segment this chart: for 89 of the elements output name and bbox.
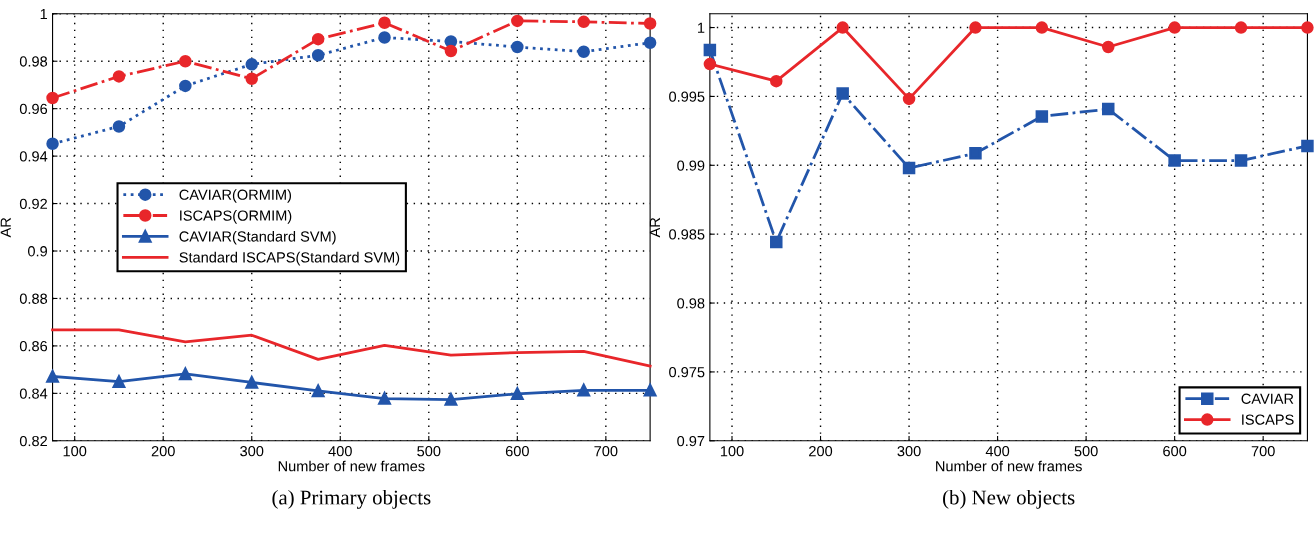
point [311, 49, 325, 62]
point [1035, 21, 1049, 34]
point [703, 43, 717, 57]
point [969, 21, 982, 34]
point [378, 16, 391, 30]
point [703, 57, 717, 71]
text: (b) New objects [943, 489, 1075, 509]
y-tick-label: 0.995 [669, 91, 705, 102]
x-axis-title: Number of new frames [278, 460, 425, 472]
x-tick-label: 600 [1163, 446, 1187, 457]
y-tick-label: 0.96 [19, 103, 48, 115]
x-tick-label: 500 [1074, 446, 1098, 457]
legend-label: ISCAPS(ORMIM) [180, 210, 292, 224]
y-tick-label: 1 [698, 22, 705, 33]
point [511, 14, 524, 28]
x-tick-label: 700 [594, 446, 618, 457]
point [902, 92, 916, 106]
x-tick-label: 100 [720, 446, 744, 457]
x-tick-label: 300 [240, 446, 264, 457]
y-tick-label: 0.92 [19, 198, 47, 209]
y-tick-label: 0.94 [19, 151, 48, 162]
point [577, 45, 590, 58]
point [112, 120, 126, 133]
y-tick-label: 0.86 [19, 341, 48, 352]
point [1234, 154, 1248, 167]
y-tick-label: 0.84 [19, 388, 48, 399]
x-tick-label: 400 [985, 446, 1010, 457]
point [643, 36, 657, 49]
y-tick-label: 0.975 [669, 367, 705, 378]
x-tick-label: 400 [328, 446, 352, 457]
point [112, 375, 126, 388]
x-tick-label: 600 [505, 446, 529, 457]
x-axis-title: Number of new frames [936, 460, 1082, 472]
y-axis-title: AR [649, 217, 660, 238]
point [444, 44, 458, 58]
x-tick-label: 200 [809, 446, 833, 457]
x-tick-label: 100 [63, 446, 87, 457]
point [969, 147, 982, 160]
legend-label: ISCAPS [1242, 414, 1294, 425]
y-tick-label: 1 [40, 9, 47, 20]
point [46, 137, 59, 151]
point [1101, 102, 1115, 116]
x-tick-label: 500 [417, 446, 441, 457]
x-tick-label: 300 [897, 446, 921, 457]
point [902, 161, 916, 175]
point [1301, 21, 1314, 34]
point [1301, 139, 1314, 153]
point [836, 21, 849, 34]
legend-label: Standard ISCAPS(Standard SVM) [179, 251, 400, 266]
point [511, 40, 524, 54]
point [770, 74, 783, 88]
y-tick-label: 0.985 [669, 229, 705, 240]
line-series [51, 328, 652, 368]
y-tick-label: 0.99 [677, 160, 705, 171]
point [179, 54, 192, 68]
point [179, 367, 192, 381]
y-tick-label: 0.98 [677, 298, 705, 309]
y-tick-label: 0.82 [19, 435, 47, 447]
point [643, 17, 657, 30]
point [112, 70, 126, 83]
point [770, 235, 783, 249]
point [1168, 21, 1181, 34]
point [311, 32, 325, 46]
point [511, 387, 524, 401]
point [245, 58, 258, 71]
y-axis-title: AR [0, 217, 11, 238]
legend-label: CAVIAR [1241, 393, 1294, 404]
legend-label: CAVIAR(Standard SVM) [179, 230, 336, 245]
point [643, 384, 657, 397]
point [378, 31, 391, 44]
y-tick-label: 0.97 [677, 435, 705, 447]
point [1101, 40, 1115, 54]
y-tick-label: 0.88 [19, 293, 48, 304]
point [1035, 110, 1049, 123]
point [311, 384, 325, 398]
point [444, 393, 458, 406]
y-tick-label: 0.9 [28, 246, 48, 257]
point [245, 72, 258, 86]
point [836, 87, 849, 100]
legend-label: CAVIAR(ORMIM) [179, 189, 292, 203]
y-tick-label: 0.98 [19, 56, 48, 67]
x-tick-label: 200 [151, 446, 175, 457]
point [46, 91, 59, 105]
point [577, 15, 590, 29]
x-tick-label: 700 [1251, 446, 1275, 457]
point [1168, 154, 1181, 167]
point [179, 79, 192, 93]
text: (a) Primary objects [272, 489, 431, 509]
point [1234, 21, 1248, 34]
